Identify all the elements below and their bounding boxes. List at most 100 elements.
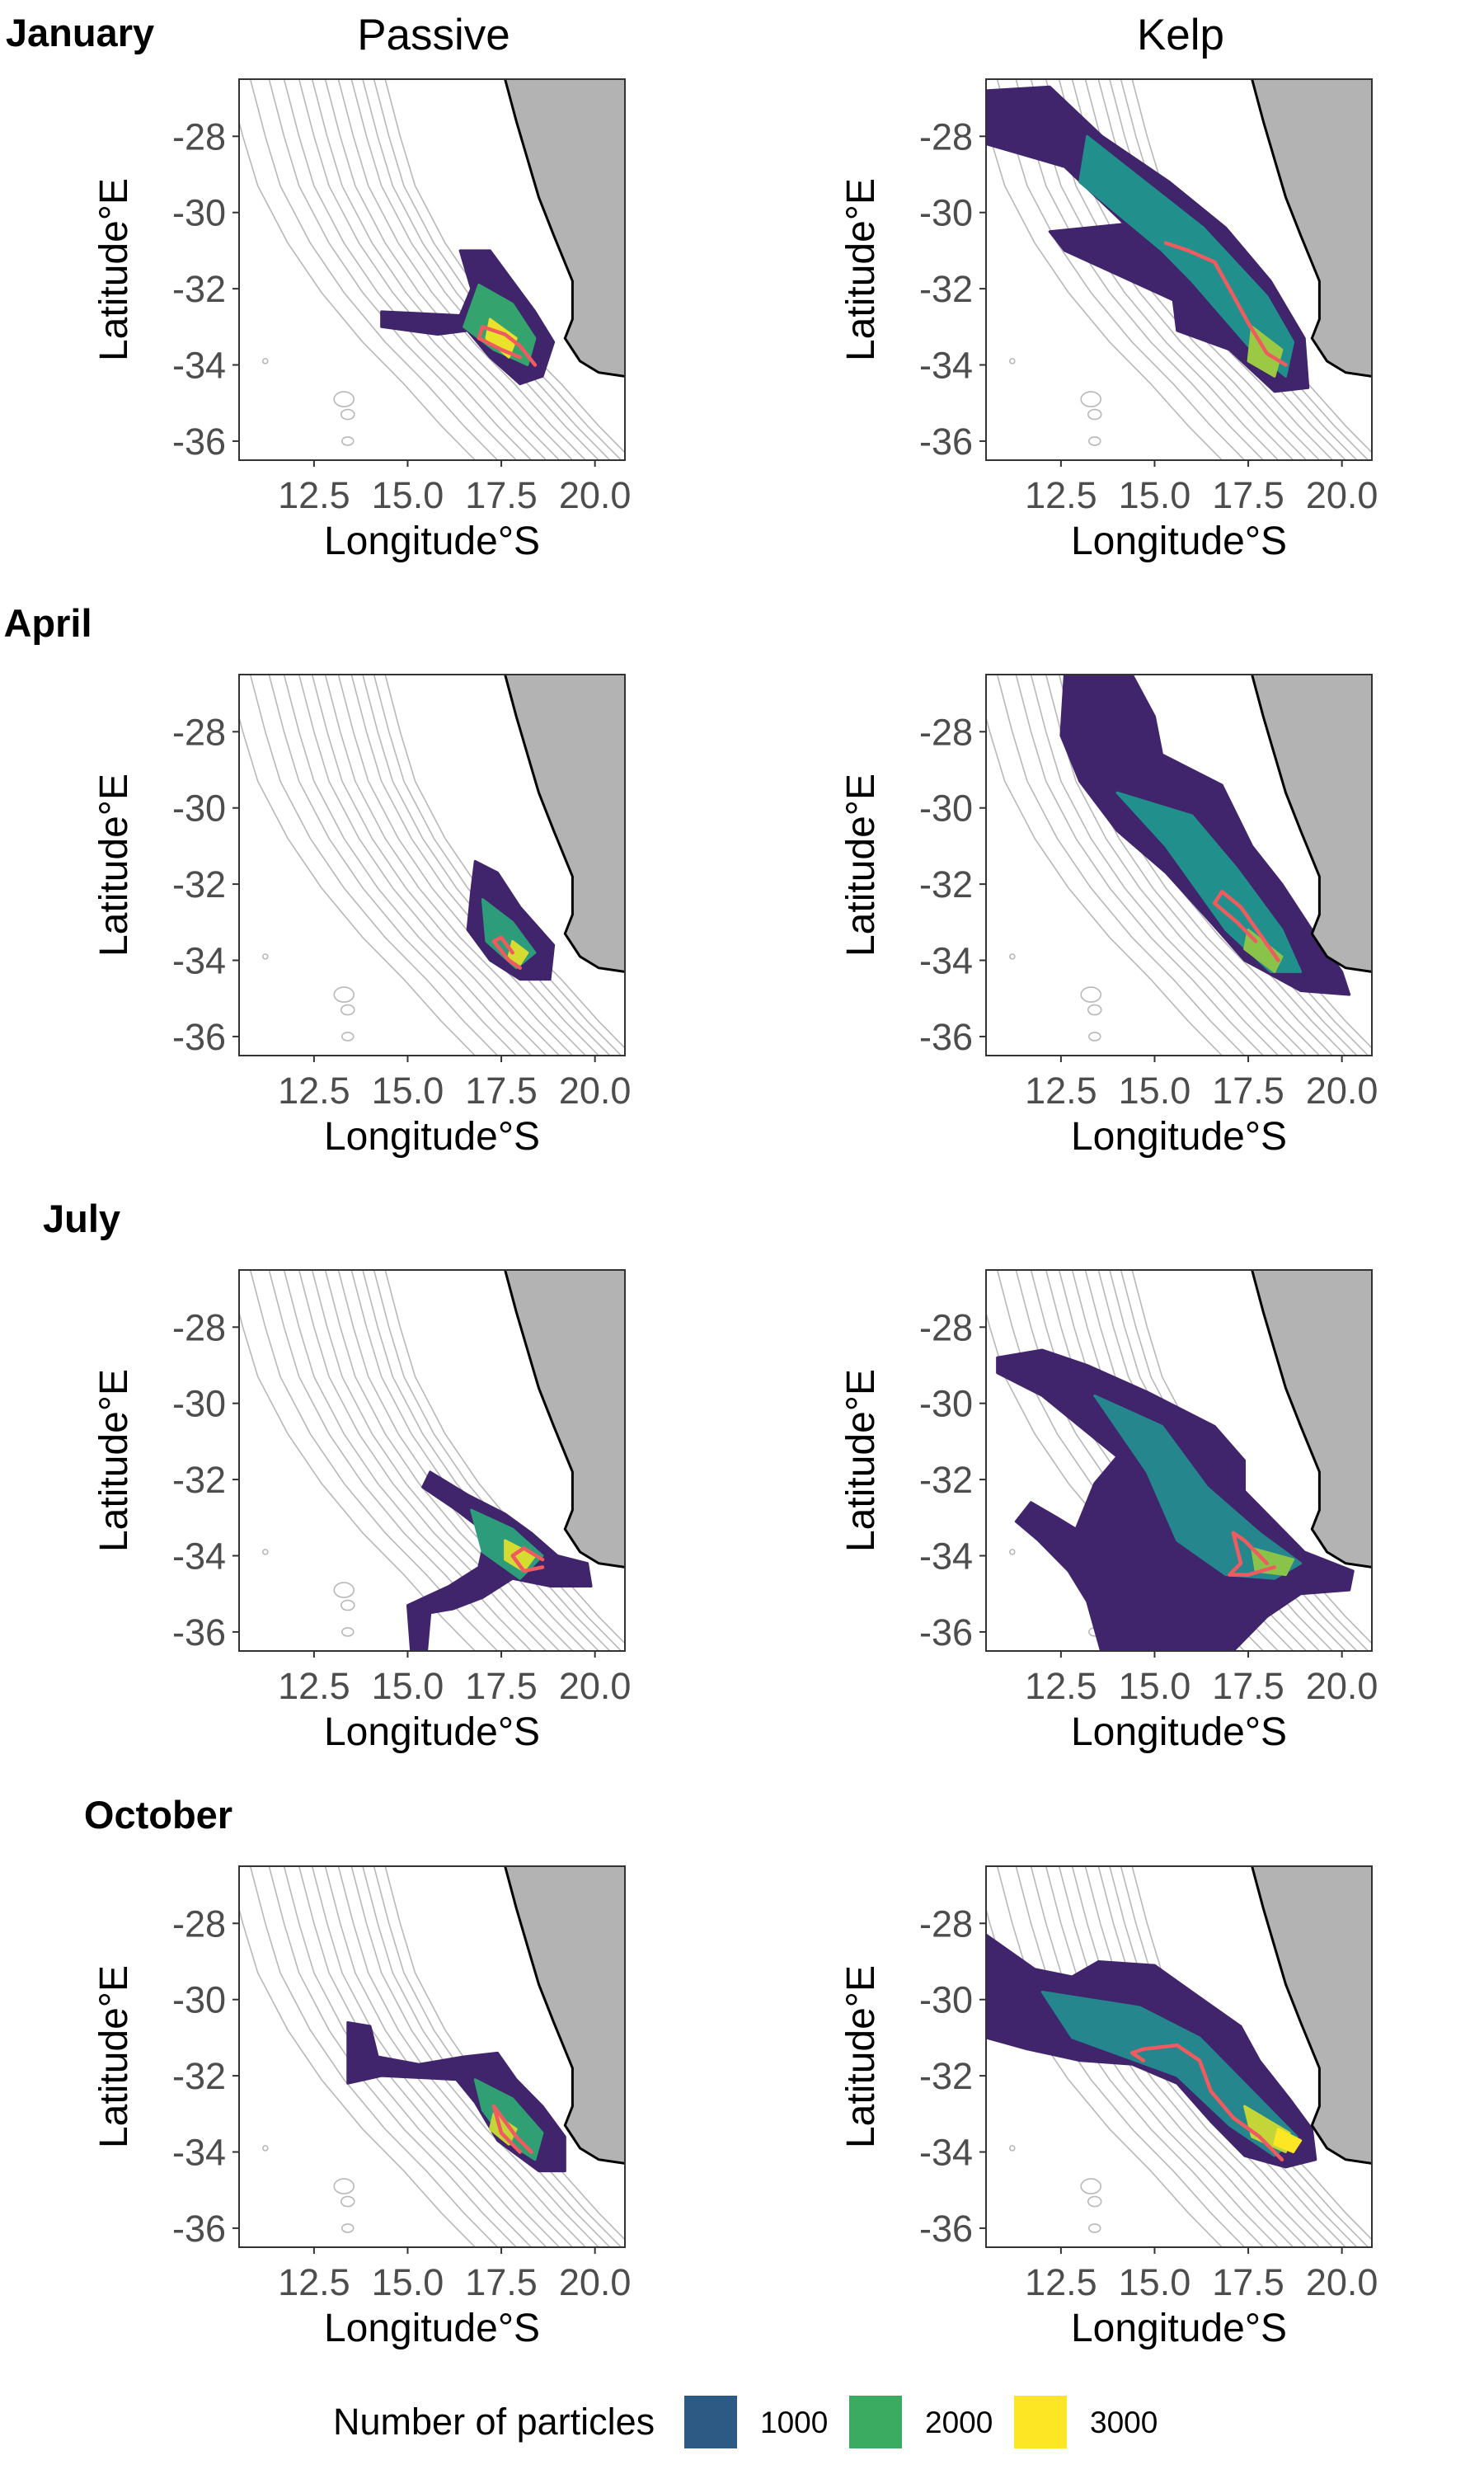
map-area	[228, 75, 632, 460]
x-axis-label: Longitude°S	[1071, 1115, 1287, 1159]
x-tick-label: 17.5	[465, 1070, 538, 1112]
y-tick-label: -30	[172, 788, 226, 830]
x-tick-label: 15.0	[372, 1070, 444, 1112]
map-area	[228, 1266, 632, 1654]
x-tick-label: 17.5	[1212, 474, 1284, 516]
x-axis-label: Longitude°S	[324, 520, 540, 563]
legend-label-3000: 3000	[1090, 2406, 1158, 2439]
y-tick-label: -28	[919, 1903, 973, 1945]
legend-swatch-2000	[849, 2396, 902, 2448]
y-axis-label: Latitude°E	[839, 774, 883, 957]
map-area	[228, 1862, 632, 2247]
y-tick-label: -30	[919, 192, 973, 234]
x-tick-label: 20.0	[559, 1665, 632, 1707]
y-tick-label: -28	[919, 1306, 973, 1348]
panel-october-passive: -28 -30 -32 -34 -36 12.5 15.0 17.5 20.0 Longitude…	[92, 1862, 632, 2350]
legend-label-2000: 2000	[925, 2406, 993, 2439]
x-tick-label: 12.5	[1025, 1070, 1097, 1112]
y-tick-label: -34	[172, 1536, 226, 1578]
x-tick-label: 17.5	[465, 2261, 538, 2303]
panel-april-kelp: -28 -30 -32 -34 -36 12.5 15.0 17.5 20.0 Longitude…	[839, 670, 1379, 1159]
y-axis-label: Latitude°E	[92, 774, 136, 957]
y-tick-label: -28	[172, 115, 226, 158]
x-tick-label: 20.0	[1306, 1070, 1378, 1112]
y-tick-label: -36	[172, 421, 226, 463]
map-area	[974, 670, 1379, 1056]
y-tick-label: -32	[919, 2055, 973, 2097]
y-tick-label: -30	[172, 1979, 226, 2021]
x-tick-label: 12.5	[278, 474, 350, 516]
month-label-october: October	[84, 1793, 232, 1837]
y-tick-label: -28	[172, 711, 226, 753]
panel-october-kelp: -28 -30 -32 -34 -36 12.5 15.0 17.5 20.0 Longitude…	[839, 1862, 1379, 2350]
x-tick-label: 15.0	[1119, 474, 1191, 516]
x-tick-label: 17.5	[465, 1665, 538, 1707]
x-tick-label: 15.0	[372, 474, 444, 516]
legend-label-1000: 1000	[760, 2406, 828, 2439]
y-tick-label: -30	[919, 1383, 973, 1425]
x-axis-label: Longitude°S	[324, 1710, 540, 1754]
y-tick-label: -34	[919, 2132, 973, 2174]
x-tick-label: 17.5	[1212, 1070, 1284, 1112]
panels: -28 -30 -32 -34 -36 12.5 15.0 17.5 20.0 Longitude…	[92, 75, 1379, 2350]
x-tick-label: 20.0	[559, 1070, 632, 1112]
y-tick-label: -30	[919, 788, 973, 830]
x-axis-label: Longitude°S	[1071, 2307, 1287, 2350]
panel-july-kelp: -28 -30 -32 -34 -36 12.5 15.0 17.5 20.0 Longitude…	[839, 1266, 1379, 1754]
y-axis-label: Latitude°E	[92, 178, 136, 361]
y-tick-label: -32	[172, 268, 226, 310]
y-axis-label: Latitude°E	[92, 1369, 136, 1552]
legend-title: Number of particles	[333, 2401, 655, 2443]
panel-january-passive: -28-30-32-34-3612.5 15.0 17.5 20.0Longitude…	[92, 75, 632, 563]
x-tick-label: 20.0	[1306, 1665, 1378, 1707]
x-tick-label: 17.5	[1212, 2261, 1284, 2303]
x-tick-label: 15.0	[1119, 2261, 1191, 2303]
x-tick-label: 20.0	[559, 2261, 632, 2303]
panel-july-passive: -28-30-32-34-3612.5 15.0 17.5 20.0Longitude…	[92, 1266, 632, 1754]
y-tick-label: -32	[919, 1459, 973, 1501]
y-tick-label: -32	[172, 863, 226, 905]
y-tick-label: -30	[172, 1383, 226, 1425]
y-tick-label: -36	[172, 1611, 226, 1653]
y-axis-label: Latitude°E	[839, 178, 883, 361]
map-area	[228, 670, 632, 1056]
y-tick-label: -28	[919, 115, 973, 158]
y-tick-label: -32	[172, 2055, 226, 2097]
x-tick-label: 12.5	[278, 1665, 350, 1707]
x-tick-label: 15.0	[1119, 1070, 1191, 1112]
y-tick-label: -32	[919, 863, 973, 905]
y-tick-label: -28	[919, 711, 973, 753]
legend: Number of particles 1000 2000 3000	[333, 2396, 1158, 2448]
x-axis-label: Longitude°S	[324, 1115, 540, 1159]
y-tick-label: -36	[919, 2208, 973, 2250]
x-tick-label: 15.0	[372, 1665, 444, 1707]
x-axis-label: Longitude°S	[324, 2307, 540, 2350]
x-axis-label: Longitude°S	[1071, 1710, 1287, 1754]
y-tick-label: -34	[172, 345, 226, 387]
x-tick-label: 20.0	[1306, 474, 1378, 516]
x-tick-label: 12.5	[278, 2261, 350, 2303]
month-label-july: July	[43, 1197, 120, 1240]
x-tick-label: 12.5	[278, 1070, 350, 1112]
y-tick-label: -34	[919, 940, 973, 982]
map-area	[974, 75, 1379, 460]
y-tick-label: -36	[919, 1611, 973, 1653]
x-tick-label: 20.0	[1306, 2261, 1378, 2303]
month-label-january: January	[6, 11, 154, 54]
y-tick-label: -28	[172, 1903, 226, 1945]
legend-swatch-1000	[684, 2396, 737, 2448]
y-axis-label: Latitude°E	[839, 1369, 883, 1552]
x-tick-label: 15.0	[372, 2261, 444, 2303]
x-tick-label: 17.5	[1212, 1665, 1284, 1707]
panel-april-passive: -28 -30 -32 -34 -36 12.5 15.0 17.5 20.0 Longitude…	[92, 670, 632, 1159]
y-tick-label: -30	[919, 1979, 973, 2021]
y-axis-label: Latitude°E	[839, 1965, 883, 2148]
y-tick-label: -36	[919, 1016, 973, 1058]
x-tick-label: 17.5	[465, 474, 538, 516]
x-tick-label: 20.0	[559, 474, 632, 516]
x-tick-label: 12.5	[1025, 1665, 1097, 1707]
y-tick-label: -34	[172, 2132, 226, 2174]
panel-january-kelp: -28 -30 -32 -34 -36 12.5 15.0 17.5 20.0 Longitude…	[839, 75, 1379, 563]
x-tick-label: 12.5	[1025, 474, 1097, 516]
